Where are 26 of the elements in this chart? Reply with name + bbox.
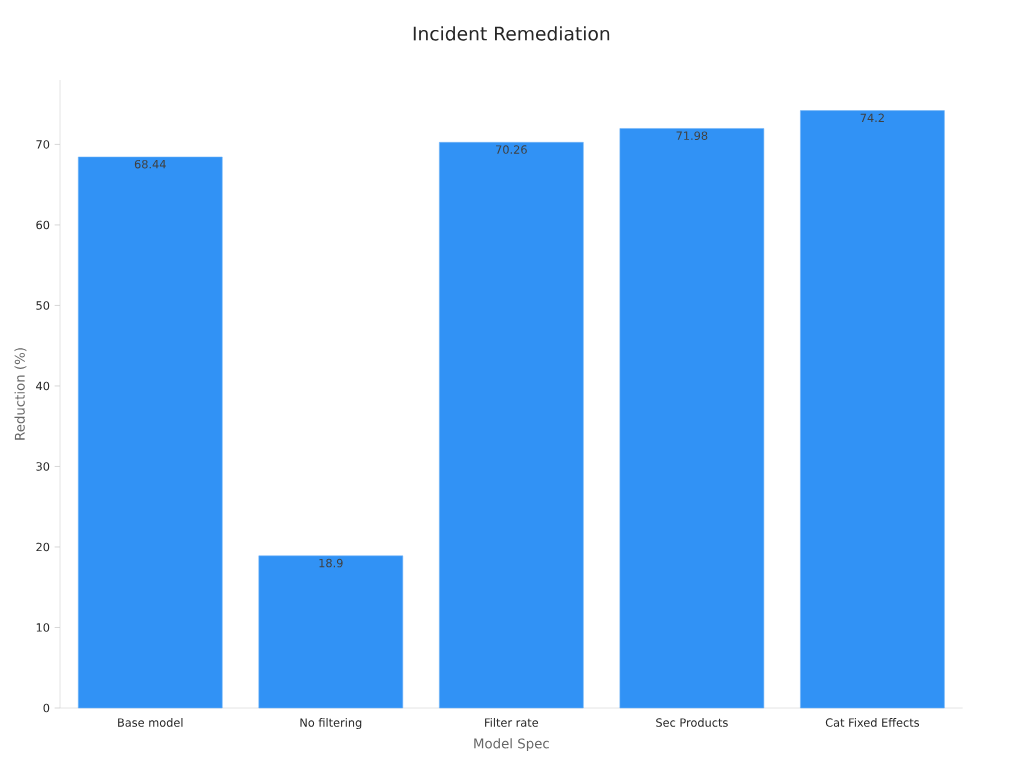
data-label: 71.98 [676, 131, 708, 140]
data-label: 18.9 [319, 558, 343, 568]
bar [439, 142, 584, 709]
data-label: 70.26 [496, 145, 527, 154]
y-tick-label: 50 [36, 301, 50, 310]
bar [800, 110, 945, 709]
bar [258, 555, 404, 709]
y-tick-label: 70 [36, 140, 50, 149]
x-tick-label: Filter rate [485, 718, 539, 727]
y-tick-label: 60 [36, 220, 50, 230]
data-label: 68.44 [134, 159, 166, 169]
y-tick-label: 40 [36, 381, 50, 391]
x-tick-label: No filtering [300, 718, 362, 730]
bar [78, 156, 223, 709]
y-axis-title: Reduction (%) [14, 348, 27, 440]
y-tick-label: 30 [36, 462, 50, 471]
y-tick-label: 10 [36, 623, 50, 632]
x-tick-label: Base model [118, 718, 183, 727]
x-tick-label: Cat Fixed Effects [825, 718, 920, 727]
x-tick-label: Sec Products [656, 718, 728, 727]
bar [619, 128, 765, 709]
chart-title: Incident Remediation [413, 26, 610, 41]
x-axis-title: Model Spec [474, 738, 549, 752]
y-tick-label: 0 [43, 703, 50, 713]
y-tick-label: 20 [36, 542, 50, 552]
data-label: 74.2 [860, 113, 884, 122]
